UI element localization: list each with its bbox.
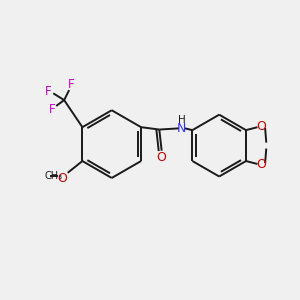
Text: CH₃: CH₃ bbox=[44, 171, 62, 181]
Text: N: N bbox=[177, 122, 186, 135]
Text: O: O bbox=[157, 151, 166, 164]
Text: F: F bbox=[49, 103, 55, 116]
Text: H: H bbox=[178, 115, 185, 125]
Text: O: O bbox=[256, 120, 266, 133]
Text: F: F bbox=[68, 78, 75, 91]
Text: F: F bbox=[45, 85, 51, 98]
Text: O: O bbox=[57, 172, 67, 184]
Text: O: O bbox=[256, 158, 266, 171]
